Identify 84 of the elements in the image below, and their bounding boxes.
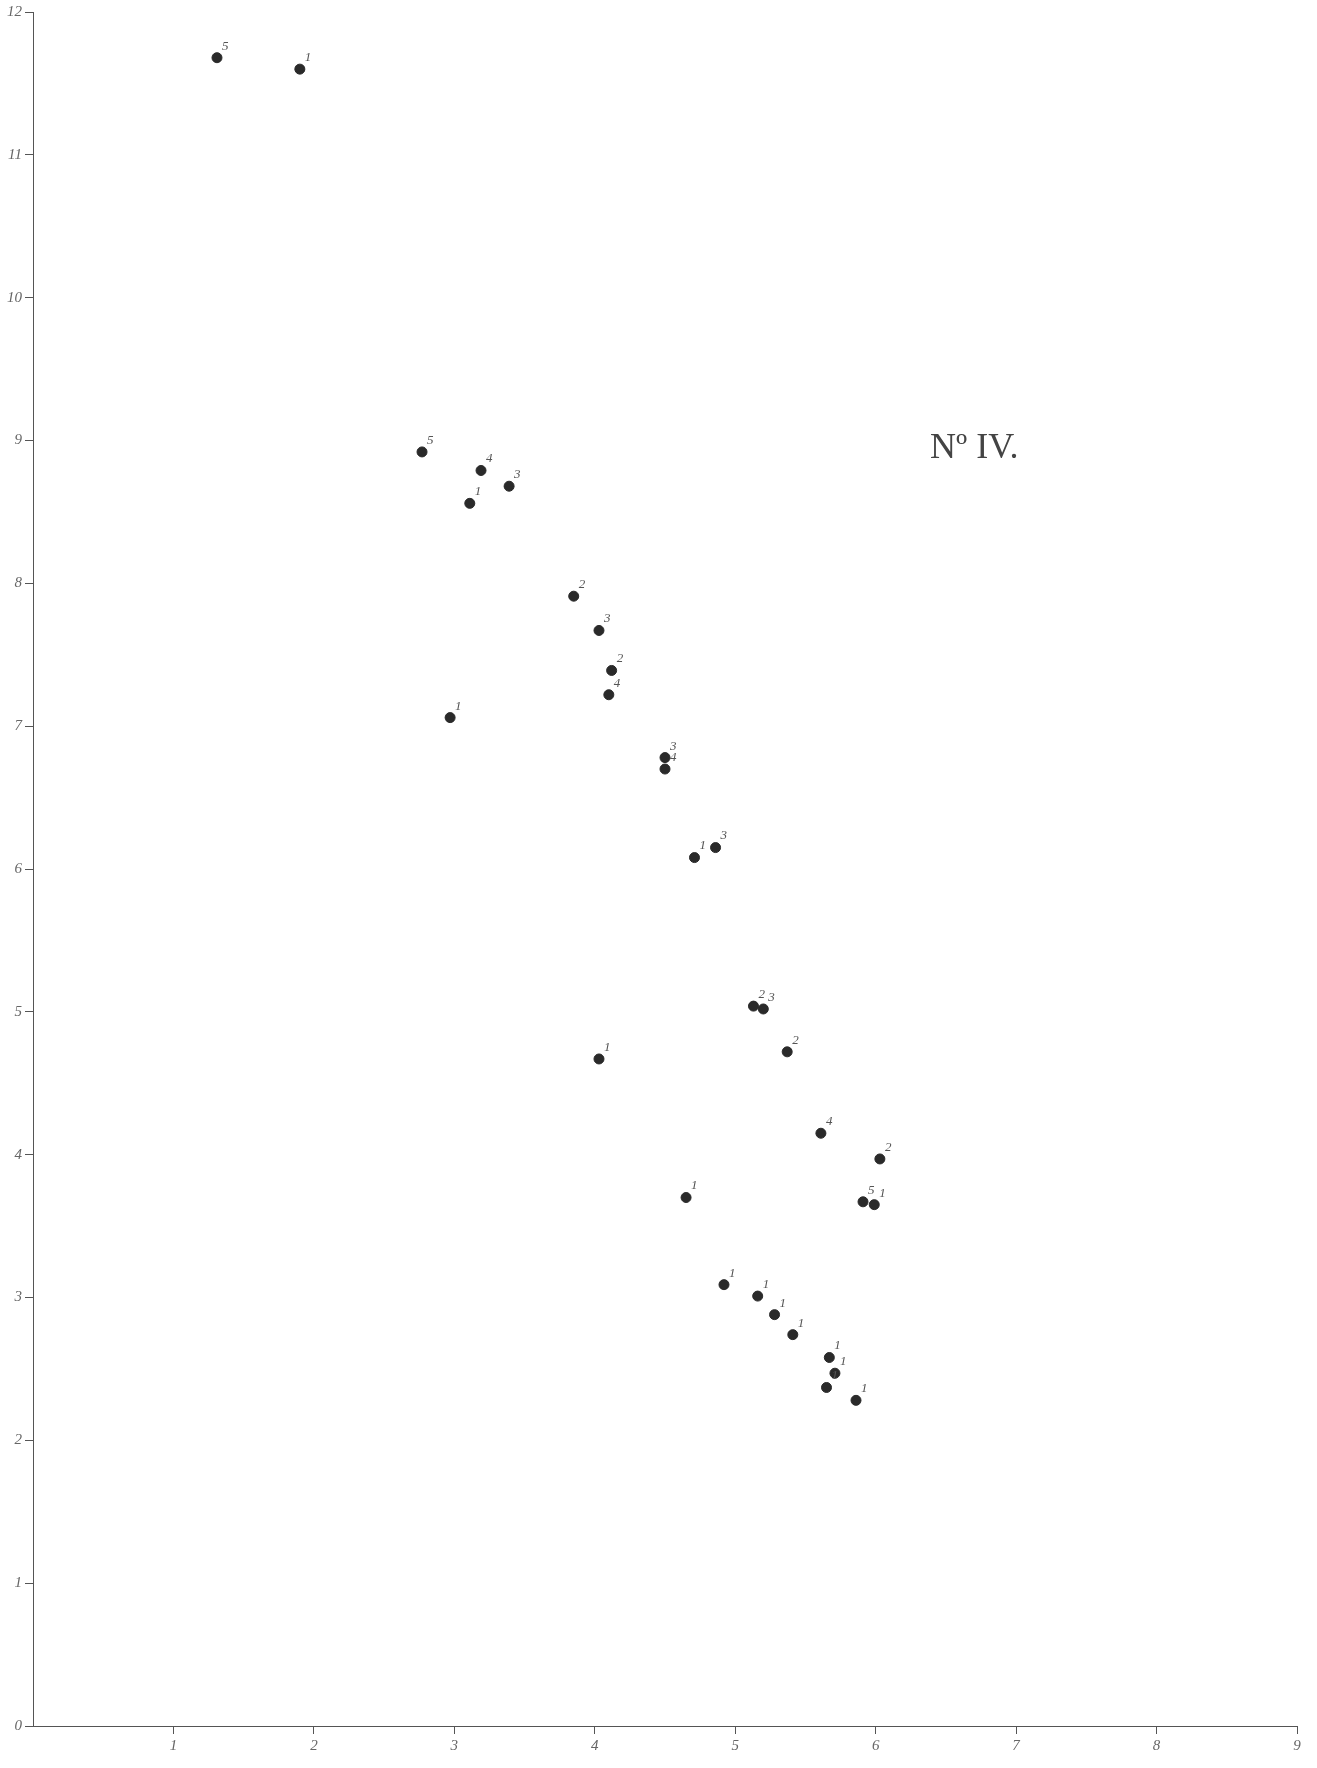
annotation: 1 [762, 1275, 770, 1291]
annotation: 3 [669, 737, 677, 753]
point [680, 1192, 692, 1204]
point [757, 1003, 769, 1015]
annotation: 3 [602, 610, 611, 626]
point [821, 1381, 833, 1393]
point [568, 590, 580, 602]
point [593, 1053, 605, 1065]
point [718, 1279, 730, 1291]
annotation: 4 [825, 1113, 833, 1129]
annotation: 2 [578, 576, 586, 592]
point [769, 1309, 781, 1321]
y-tick-label: 0 [14, 1716, 23, 1733]
annotation: 1 [691, 1177, 698, 1193]
y-tick-label: 4 [14, 1145, 23, 1162]
point [781, 1046, 793, 1058]
x-tick-label: 5 [731, 1736, 740, 1753]
point [710, 842, 722, 854]
annotation: 1 [797, 1314, 805, 1330]
y-tick-label: 2 [14, 1431, 23, 1448]
point [593, 624, 605, 636]
x-tick-label: 9 [1293, 1736, 1302, 1753]
point [823, 1351, 835, 1363]
point [475, 465, 487, 476]
annotation: 4 [613, 674, 621, 690]
point [857, 1196, 869, 1208]
annotation: 1 [879, 1184, 886, 1200]
y-tick-label: 9 [14, 431, 23, 448]
x-tick-label: 4 [591, 1736, 600, 1753]
point [294, 63, 306, 75]
y-tick-label: 3 [13, 1288, 22, 1305]
annotation: 5 [868, 1181, 876, 1197]
x-tick-label: 6 [871, 1736, 880, 1753]
y-tick-label: 5 [14, 1002, 23, 1019]
x-tick-label: 2 [310, 1736, 319, 1753]
point [752, 1290, 764, 1302]
annotation: 1 [603, 1038, 611, 1054]
annotation: 5 [427, 431, 435, 447]
y-tick-label: 12 [7, 2, 23, 19]
text: Nº IV. [930, 425, 1019, 467]
annotation: 1 [455, 697, 462, 713]
point [787, 1329, 799, 1341]
annotation: 2 [758, 986, 766, 1002]
y-tick-label: 8 [14, 574, 23, 591]
point [688, 852, 700, 864]
x-tick-label: 1 [169, 1736, 178, 1753]
annotation: 1 [834, 1337, 841, 1353]
point [659, 763, 671, 775]
point [815, 1127, 827, 1139]
point [503, 480, 515, 492]
y-tick-label: 6 [14, 859, 23, 876]
annotation: 3 [513, 466, 522, 482]
point [464, 497, 476, 509]
point [606, 664, 618, 676]
annotation: 2 [616, 650, 624, 666]
point [211, 52, 223, 64]
point [874, 1153, 886, 1165]
y-tick-label: 10 [7, 288, 23, 305]
point [747, 1000, 759, 1012]
x-tick-label: 3 [449, 1736, 459, 1753]
point [444, 712, 456, 724]
point [603, 689, 615, 701]
annotation: 5 [221, 37, 229, 53]
x-tick-label: 8 [1152, 1736, 1161, 1753]
annotation: 4 [486, 450, 494, 466]
point [416, 446, 428, 458]
annotation: 2 [792, 1031, 800, 1047]
y-tick-label: 1 [14, 1574, 22, 1591]
y-tick-label: 11 [8, 145, 22, 162]
annotation: 1 [861, 1380, 868, 1396]
annotation: 1 [839, 1353, 847, 1369]
annotation: 1 [474, 483, 482, 499]
annotation: 3 [719, 827, 728, 843]
point [868, 1199, 880, 1211]
point [850, 1394, 862, 1406]
point [659, 752, 671, 764]
annotation: 1 [304, 49, 312, 65]
y-tick-label: 7 [14, 717, 24, 734]
annotation: 1 [728, 1264, 736, 1280]
annotation: 1 [779, 1294, 787, 1310]
x-tick-label: 7 [1012, 1736, 1022, 1753]
annotation: 2 [884, 1138, 892, 1154]
annotation: 1 [699, 837, 706, 853]
annotation: 3 [767, 988, 776, 1004]
